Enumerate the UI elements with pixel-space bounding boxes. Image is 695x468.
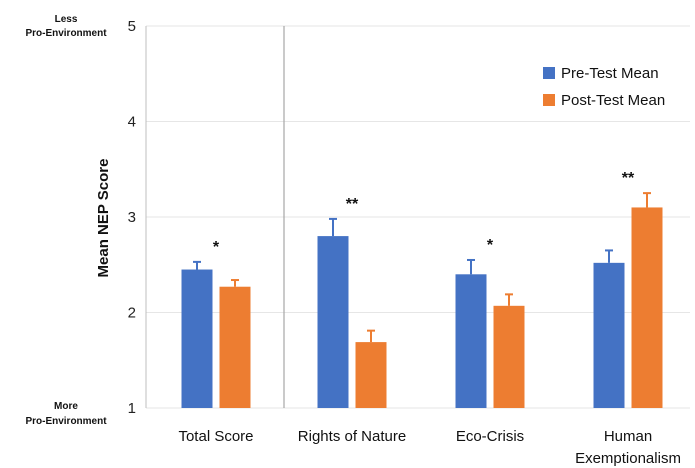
bar-post-1 xyxy=(355,342,387,408)
significance-marker-0: * xyxy=(213,239,220,256)
significance-marker-3: ** xyxy=(622,170,635,187)
x-category-label-2: Eco-Crisis xyxy=(456,428,524,445)
legend-label-post: Post-Test Mean xyxy=(561,92,665,109)
legend: Pre-Test Mean Post-Test Mean xyxy=(543,65,665,109)
top-anchor-label-line1: Less xyxy=(55,14,78,25)
top-anchor-label-line2: Pro-Environment xyxy=(25,28,107,39)
y-tick-label-4: 4 xyxy=(128,114,136,131)
y-tick-label-2: 2 xyxy=(128,305,136,322)
bars xyxy=(181,192,663,408)
y-axis-label: Mean NEP Score xyxy=(95,159,112,278)
y-tick-label-3: 3 xyxy=(128,209,136,226)
significance-marker-2: * xyxy=(487,237,494,254)
bar-pre-2 xyxy=(455,274,487,408)
legend-swatch-post xyxy=(543,94,555,106)
bar-post-3 xyxy=(631,207,663,408)
bottom-anchor-label-line2: Pro-Environment xyxy=(25,416,107,427)
bar-pre-0 xyxy=(181,269,213,408)
significance-marker-1: ** xyxy=(346,196,359,213)
x-category-label-1: Rights of Nature xyxy=(298,428,406,445)
bar-post-0 xyxy=(219,286,251,408)
axes xyxy=(145,26,285,408)
y-tick-label-5: 5 xyxy=(128,18,136,35)
bottom-anchor-label-line1: More xyxy=(54,401,78,412)
x-category-label-3-line2: Exemptionalism xyxy=(575,450,681,467)
bar-pre-3 xyxy=(593,262,625,408)
bar-post-2 xyxy=(493,305,525,408)
legend-label-pre: Pre-Test Mean xyxy=(561,65,659,82)
bar-pre-1 xyxy=(317,236,349,408)
x-category-label-3: Human xyxy=(604,428,652,445)
x-category-label-0: Total Score xyxy=(178,428,253,445)
y-tick-label-1: 1 xyxy=(128,400,136,417)
legend-swatch-pre xyxy=(543,67,555,79)
